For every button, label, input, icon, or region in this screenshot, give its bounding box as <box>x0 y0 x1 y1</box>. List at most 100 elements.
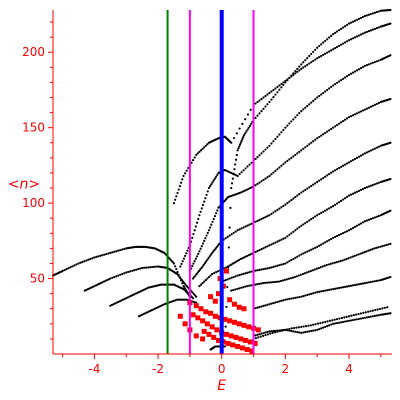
cluster-point <box>244 346 250 352</box>
ridge-point <box>193 156 196 159</box>
ridge-point <box>330 206 333 209</box>
ridge-point <box>330 49 333 52</box>
ridge-point <box>246 113 250 116</box>
ridge-point <box>362 311 365 314</box>
ridge-point <box>276 168 279 171</box>
ridge-point <box>302 295 305 298</box>
cluster-point <box>212 313 218 319</box>
ridge-point <box>209 185 212 188</box>
ridge-point <box>69 266 72 269</box>
ridge-point <box>258 218 261 222</box>
ridge-point <box>349 160 353 163</box>
ridge-point <box>107 252 110 255</box>
ridge-point <box>234 163 237 166</box>
ridge-point <box>286 298 289 301</box>
ridge-point <box>351 318 355 322</box>
ridge-point <box>375 146 378 149</box>
ridge-point <box>308 249 311 252</box>
ridge-point <box>269 281 273 284</box>
ridge-point <box>326 320 329 323</box>
ridge-point <box>85 259 88 262</box>
ridge-point <box>288 158 291 161</box>
ridge-point <box>109 251 112 255</box>
ridge-point <box>250 284 253 287</box>
ridge-point <box>231 177 234 180</box>
ridge-point <box>236 259 239 262</box>
ridge-point <box>330 171 333 174</box>
ridge-point <box>371 280 375 283</box>
ridge-point <box>349 193 353 196</box>
ridge-point <box>320 178 323 181</box>
ridge-point <box>365 63 369 67</box>
ridge-point <box>180 181 183 184</box>
ridge-point <box>260 152 263 155</box>
y-tick-label: 50 <box>30 272 45 286</box>
ridge-point <box>113 250 116 253</box>
cluster-point <box>247 339 253 345</box>
ridge-point <box>389 22 392 25</box>
cluster-point <box>216 337 222 343</box>
ridge-point <box>332 170 335 173</box>
ridge-point <box>385 243 388 247</box>
ridge-point <box>310 61 313 64</box>
ridge-point <box>357 111 361 114</box>
ridge-point <box>355 69 359 72</box>
ridge-point <box>172 262 176 265</box>
ridge-point <box>375 314 378 317</box>
ridge-point <box>373 60 376 64</box>
ridge-point <box>373 11 376 14</box>
ridge-point <box>363 316 367 319</box>
ridge-point <box>196 271 199 274</box>
ridge-point <box>182 280 185 283</box>
ridge-point <box>339 259 342 263</box>
ridge-point <box>334 46 337 50</box>
ridge-point <box>182 257 186 260</box>
ridge-point <box>335 30 339 33</box>
ridge-point <box>264 334 267 337</box>
ridge-point <box>227 246 230 249</box>
ridge-point <box>300 224 303 227</box>
ridge-point <box>172 202 176 205</box>
ridge-point <box>309 324 312 327</box>
ridge-point <box>328 50 331 53</box>
ridge-point <box>300 67 303 70</box>
ridge-point <box>280 206 283 209</box>
ridge-point <box>75 263 78 266</box>
ridge-point <box>262 304 265 308</box>
ridge-point <box>308 293 311 296</box>
ridge-point <box>258 154 261 157</box>
ridge-point <box>117 249 120 252</box>
ridge-point <box>343 316 346 319</box>
ridge-point <box>345 195 349 198</box>
ridge-point <box>298 331 301 334</box>
ridge-point <box>257 336 260 339</box>
cluster-point <box>239 345 245 351</box>
ridge-point <box>302 331 305 334</box>
ridge-point <box>175 268 178 271</box>
ridge-point <box>191 277 195 280</box>
ridge-point <box>192 262 195 265</box>
ridge-point <box>304 324 308 328</box>
ridge-point <box>343 320 347 323</box>
ridge-point <box>242 272 245 275</box>
ridge-point <box>254 269 257 272</box>
ridge-point <box>288 233 291 236</box>
ridge-point <box>236 274 239 277</box>
ridge-point <box>266 330 269 334</box>
y-tick-label: 100 <box>22 196 45 210</box>
ridge-point <box>332 48 335 51</box>
ridge-point <box>343 285 347 288</box>
ridge-point <box>246 271 249 274</box>
ridge-point <box>282 204 285 208</box>
ridge-point <box>307 324 310 327</box>
ridge-point <box>308 103 311 106</box>
ridge-point <box>238 172 241 176</box>
ridge-point <box>320 54 323 58</box>
ridge-point <box>295 326 298 329</box>
ridge-point <box>207 186 211 190</box>
ridge-point <box>278 300 281 303</box>
ridge-point <box>304 146 307 149</box>
ridge-point <box>371 148 375 151</box>
ridge-point <box>312 247 315 250</box>
ridge-point <box>246 285 249 288</box>
